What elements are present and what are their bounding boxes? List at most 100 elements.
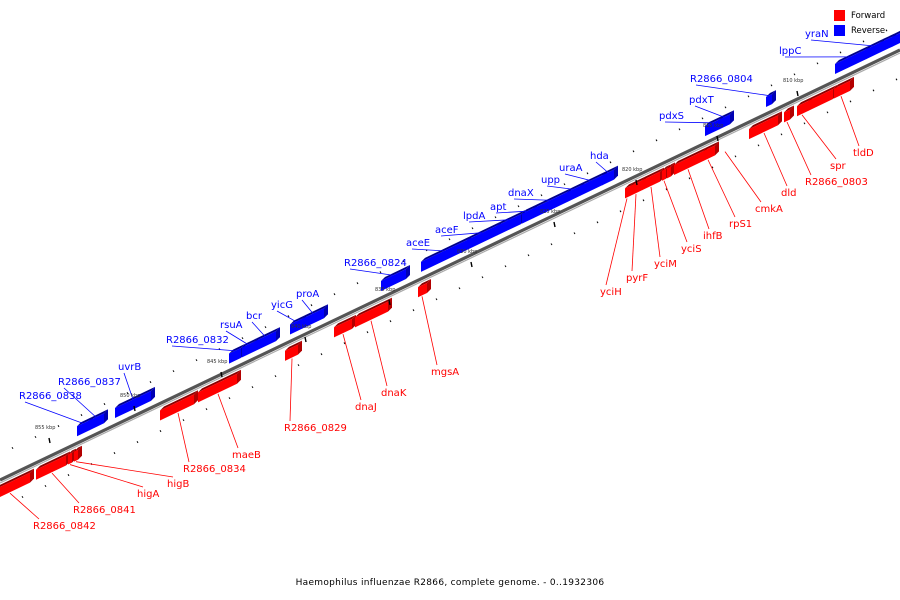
legend-reverse-swatch bbox=[834, 25, 845, 36]
gene-name: tldD bbox=[853, 148, 874, 159]
tick-mark bbox=[334, 293, 335, 295]
kbp-tick bbox=[305, 337, 306, 342]
tick-mark bbox=[150, 381, 151, 383]
tick-mark bbox=[459, 287, 460, 289]
leader-line bbox=[290, 358, 292, 421]
tick-mark bbox=[817, 63, 818, 65]
tick-mark bbox=[137, 441, 138, 443]
leader-line bbox=[547, 186, 573, 189]
tick-mark bbox=[344, 342, 345, 344]
kbp-tick bbox=[717, 136, 718, 141]
tick-mark bbox=[495, 217, 496, 219]
kbp-tick bbox=[49, 438, 50, 443]
tick-mark bbox=[656, 140, 657, 142]
reverse-gene bbox=[892, 29, 900, 47]
gene-name: R2866_0842 bbox=[33, 521, 96, 532]
forward-gene bbox=[667, 162, 675, 178]
gene-name: spr bbox=[830, 161, 847, 172]
forward-gene-label: R2866_0834 bbox=[178, 413, 246, 475]
genome-caption: Haemophilus influenzae R2866, complete g… bbox=[0, 578, 900, 588]
gene-name: higA bbox=[137, 489, 159, 500]
leader-line bbox=[708, 160, 735, 217]
tick-mark bbox=[265, 326, 266, 328]
tick-mark bbox=[863, 41, 864, 43]
gene-name: rsuA bbox=[220, 320, 243, 331]
gene-name: yciH bbox=[600, 287, 622, 298]
reverse-gene bbox=[115, 387, 155, 418]
forward-gene bbox=[74, 446, 82, 462]
reverse-gene-label: proA bbox=[296, 289, 319, 313]
kbp-label: 850 kbp bbox=[120, 393, 140, 399]
leader-line bbox=[664, 181, 687, 242]
leader-line bbox=[412, 249, 444, 251]
reverse-gene-label: bcr bbox=[246, 311, 265, 336]
kbp-tick bbox=[471, 262, 472, 267]
kbp-tick bbox=[221, 372, 222, 377]
gene-name: R2866_0804 bbox=[690, 74, 753, 85]
legend-forward: Forward bbox=[834, 8, 892, 23]
forward-gene-label: dnaK bbox=[371, 321, 407, 399]
gene-name: R2866_0824 bbox=[344, 258, 407, 269]
reverse-gene bbox=[602, 166, 618, 186]
tick-mark bbox=[794, 74, 795, 76]
tick-mark bbox=[298, 364, 299, 366]
kbp-label: 855 kbp bbox=[35, 425, 55, 431]
gene-name: aceE bbox=[406, 238, 430, 249]
tick-mark bbox=[850, 101, 851, 103]
tick-mark bbox=[541, 195, 542, 197]
gene-labels: R2866_0842R2866_0841higAhigBR2866_0834ma… bbox=[10, 29, 874, 532]
tick-mark bbox=[367, 331, 368, 333]
tick-mark bbox=[840, 52, 841, 54]
kbp-label: 830 kbp bbox=[457, 249, 477, 255]
leader-line bbox=[343, 334, 361, 400]
legend: Forward Reverse bbox=[834, 8, 892, 38]
kbp-label: 810 kbp bbox=[783, 78, 803, 84]
tick-mark bbox=[436, 298, 437, 300]
reverse-gene-label: upp bbox=[541, 175, 573, 189]
reverse-gene-label: hda bbox=[590, 151, 609, 173]
tick-mark bbox=[564, 184, 565, 186]
tick-mark bbox=[597, 222, 598, 224]
forward-gene-label: dnaJ bbox=[343, 334, 377, 413]
forward-gene-label: R2866_0841 bbox=[52, 473, 136, 516]
reverse-gene bbox=[766, 90, 776, 107]
leader-line bbox=[302, 300, 313, 313]
tick-mark bbox=[45, 485, 46, 487]
reverse-gene-label: R2866_0832 bbox=[166, 335, 235, 351]
gene-name: yciS bbox=[681, 244, 702, 255]
tick-mark bbox=[725, 107, 726, 109]
reverse-gene-label: lppC bbox=[779, 46, 850, 57]
forward-gene-label: yciM bbox=[651, 187, 677, 270]
reverse-gene-label: yicG bbox=[271, 300, 296, 322]
tick-mark bbox=[620, 211, 621, 213]
gene-name: yciM bbox=[654, 259, 677, 270]
reverse-gene-label: pdxT bbox=[689, 95, 724, 117]
gene-name: proA bbox=[296, 289, 319, 300]
leader-line bbox=[371, 321, 387, 386]
kbp-label: 820 kbp bbox=[622, 167, 642, 173]
gene-front-face bbox=[662, 169, 666, 181]
leader-line bbox=[10, 493, 39, 519]
tick-mark bbox=[472, 227, 473, 229]
forward-gene-label: cmkA bbox=[725, 152, 783, 215]
kbp-label: 815 kbp bbox=[703, 123, 723, 129]
gene-name: R2866_0841 bbox=[73, 505, 136, 516]
reverse-gene-label: dnaX bbox=[508, 188, 550, 200]
tick-mark bbox=[748, 96, 749, 98]
kbp-tick bbox=[389, 300, 390, 305]
tick-mark bbox=[81, 414, 82, 416]
tick-mark bbox=[689, 178, 690, 180]
gene-name: maeB bbox=[232, 450, 261, 461]
tick-mark bbox=[173, 370, 174, 372]
tick-mark bbox=[482, 276, 483, 278]
gene-name: R2866_0803 bbox=[805, 177, 868, 188]
gene-name: yraN bbox=[805, 29, 829, 40]
tick-mark bbox=[252, 386, 253, 388]
leader-line bbox=[606, 198, 627, 285]
leader-line bbox=[422, 296, 437, 365]
gene-name: pyrF bbox=[626, 273, 648, 284]
reverse-gene-label: R2866_0804 bbox=[690, 74, 769, 96]
forward-gene bbox=[808, 85, 837, 111]
tick-mark bbox=[679, 129, 680, 131]
leader-line bbox=[218, 394, 238, 448]
